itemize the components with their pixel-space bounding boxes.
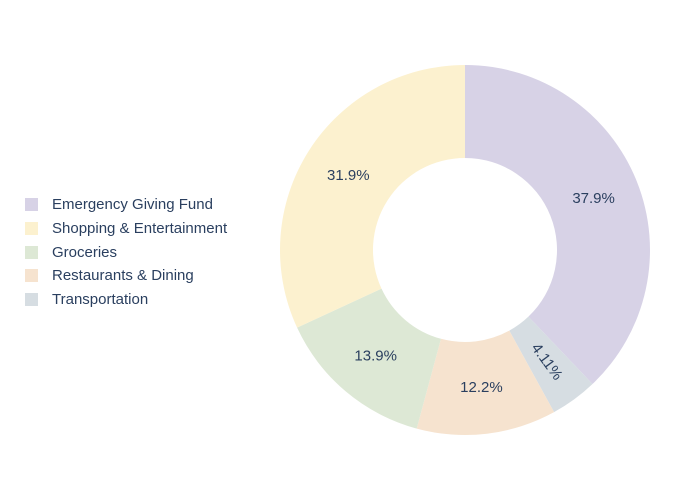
slice-transportation[interactable] [509, 316, 593, 413]
slice-shopping-entertainment[interactable] [280, 65, 465, 328]
legend-label: Transportation [52, 291, 149, 309]
legend-label: Emergency Giving Fund [52, 196, 213, 214]
slice-restaurants-dining[interactable] [416, 330, 555, 435]
slice-label-groceries: 13.9% [354, 347, 397, 364]
legend-label: Restaurants & Dining [52, 267, 194, 285]
slice-label-emergency-giving-fund: 37.9% [572, 190, 615, 207]
legend-item-restaurants-dining[interactable]: Restaurants & Dining [25, 264, 227, 288]
legend-swatch [25, 269, 38, 283]
legend-item-shopping-entertainment[interactable]: Shopping & Entertainment [25, 217, 227, 241]
legend-swatch [25, 245, 38, 259]
legend: Emergency Giving Fund Shopping & Enterta… [25, 193, 227, 311]
slice-label-restaurants-dining: 12.2% [460, 379, 503, 396]
slice-labels-group: 37.9%4.11%12.2%13.9%31.9% [327, 167, 615, 396]
slices-group [280, 65, 650, 435]
legend-item-groceries[interactable]: Groceries [25, 240, 227, 264]
legend-swatch [25, 293, 38, 307]
legend-swatch [25, 198, 38, 212]
slice-groceries[interactable] [297, 288, 441, 429]
slice-emergency-giving-fund[interactable] [465, 65, 650, 385]
legend-label: Shopping & Entertainment [52, 220, 228, 238]
legend-swatch [25, 222, 38, 236]
legend-label: Groceries [52, 243, 118, 261]
legend-item-emergency-giving-fund[interactable]: Emergency Giving Fund [25, 193, 227, 217]
legend-item-transportation[interactable]: Transportation [25, 288, 227, 312]
slice-label-shopping-entertainment: 31.9% [327, 167, 370, 184]
